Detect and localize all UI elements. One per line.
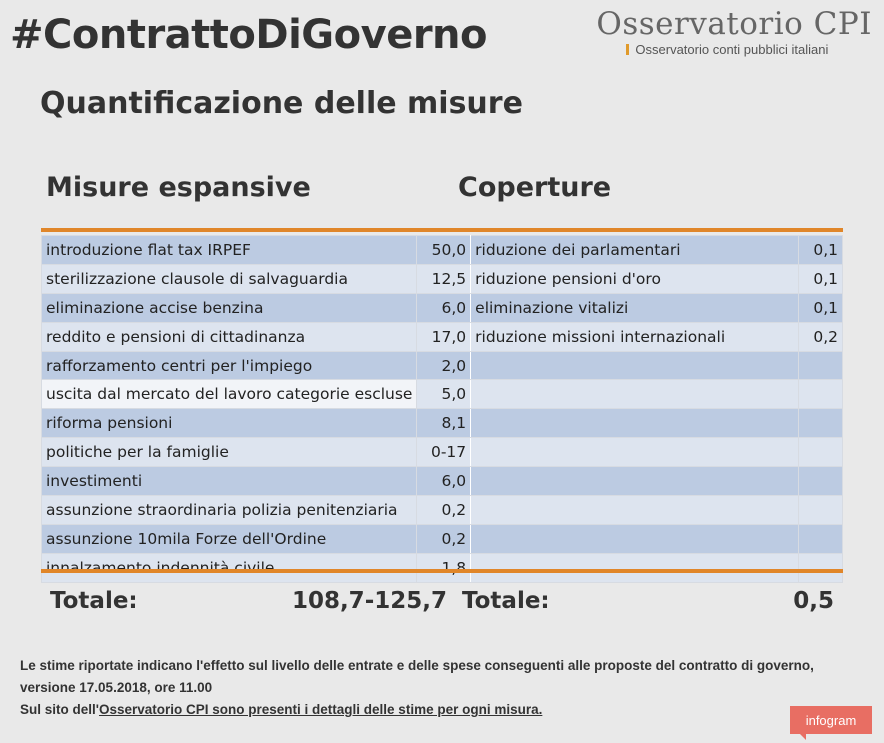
coverage-label — [470, 466, 799, 497]
measure-label: sterilizzazione clausole di salvaguardia — [40, 263, 418, 294]
page-subtitle: Quantificazione delle misure — [40, 86, 523, 121]
footnote: Le stime riportate indicano l'effetto su… — [20, 655, 870, 721]
coverage-label — [470, 379, 799, 410]
coverage-value — [797, 552, 844, 583]
total-expansive-value: 108,7-125,7 — [291, 588, 447, 614]
coverage-label: riduzione pensioni d'oro — [470, 263, 799, 294]
brand-subtitle: Osservatorio conti pubblici italiani — [626, 42, 872, 57]
bottom-rule — [41, 569, 843, 573]
measure-label: assunzione 10mila Forze dell'Ordine — [40, 523, 418, 554]
table-row: politiche per la famiglie 0-17 — [40, 437, 844, 468]
coverage-value — [797, 350, 844, 381]
measure-value: 12,5 — [416, 263, 472, 294]
coverage-value — [797, 466, 844, 497]
coverage-label — [470, 350, 799, 381]
page-hashtag-title: #ContrattoDiGoverno — [10, 12, 488, 58]
brand-accent-bar — [626, 44, 630, 55]
coverage-label: eliminazione vitalizi — [470, 292, 799, 323]
coverage-label — [470, 523, 799, 554]
measure-value: 0,2 — [416, 523, 472, 554]
measure-label: innalzamento indennità civile — [40, 552, 418, 583]
coverage-value: 0,1 — [797, 292, 844, 323]
measure-value: 6,0 — [416, 466, 472, 497]
measure-label: introduzione flat tax IRPEF — [40, 235, 418, 265]
coverage-value — [797, 437, 844, 468]
section-title-coverage: Coperture — [458, 172, 612, 203]
measure-label: rafforzamento centri per l'impiego — [40, 350, 418, 381]
footnote-prefix: Sul sito dell' — [20, 702, 99, 717]
infogram-badge[interactable]: infogram — [790, 706, 872, 740]
coverage-value — [797, 408, 844, 439]
table-row: innalzamento indennità civile 1,8 — [40, 552, 844, 583]
coverage-label: riduzione dei parlamentari — [470, 235, 799, 265]
coverage-label — [470, 552, 799, 583]
measure-value: 2,0 — [416, 350, 472, 381]
measure-label: investimenti — [40, 466, 418, 497]
table-row: eliminazione accise benzina 6,0 eliminazio… — [40, 292, 844, 323]
measure-label: reddito e pensioni di cittadinanza — [40, 321, 418, 352]
observatory-link[interactable]: Osservatorio CPI sono presenti i dettagl… — [98, 702, 543, 717]
footnote-line-1: Le stime riportate indicano l'effetto su… — [20, 658, 814, 695]
coverage-value: 0,1 — [797, 263, 844, 294]
coverage-label — [470, 495, 799, 525]
table-row: assunzione 10mila Forze dell'Ordine 0,2 — [40, 523, 844, 554]
measure-label: eliminazione accise benzina — [40, 292, 418, 323]
table-row: investimenti 6,0 — [40, 466, 844, 497]
footnote-line-2: Sul sito dell'Osservatorio CPI sono pres… — [20, 699, 870, 721]
brand-subtitle-text: Osservatorio conti pubblici italiani — [635, 42, 829, 57]
total-coverage-value: 0,5 — [793, 588, 834, 614]
total-coverage-label: Totale: — [462, 588, 550, 614]
coverage-value — [797, 523, 844, 554]
brand-name: Osservatorio CPI — [596, 6, 872, 42]
measure-value: 0-17 — [416, 437, 472, 468]
table-row: introduzione flat tax IRPEF 50,0 riduzione… — [40, 235, 844, 265]
coverage-value: 0,1 — [797, 235, 844, 265]
coverage-value — [797, 379, 844, 410]
measure-label: uscita dal mercato del lavoro categorie … — [40, 379, 418, 410]
measure-value: 5,0 — [416, 379, 472, 410]
coverage-label — [470, 437, 799, 468]
table-row: assunzione straordinaria polizia peniten… — [40, 495, 844, 525]
measure-label: riforma pensioni — [40, 408, 418, 439]
measure-label: politiche per la famiglie — [40, 437, 418, 468]
coverage-value: 0,2 — [797, 321, 844, 352]
table-row: uscita dal mercato del lavoro categorie … — [40, 379, 844, 410]
measure-value: 17,0 — [416, 321, 472, 352]
coverage-label: riduzione missioni internazionali — [470, 321, 799, 352]
table-row: riforma pensioni 8,1 — [40, 408, 844, 439]
measure-value: 50,0 — [416, 235, 472, 265]
top-rule — [41, 228, 843, 232]
brand-logo: Osservatorio CPI Osservatorio conti pubb… — [596, 6, 872, 57]
measure-value: 6,0 — [416, 292, 472, 323]
measure-value: 1,8 — [416, 552, 472, 583]
table-row: sterilizzazione clausole di salvaguardia… — [40, 263, 844, 294]
measure-label: assunzione straordinaria polizia peniten… — [40, 495, 418, 525]
measure-value: 0,2 — [416, 495, 472, 525]
total-expansive-label: Totale: — [50, 588, 138, 614]
table-row: rafforzamento centri per l'impiego 2,0 — [40, 350, 844, 381]
coverage-value — [797, 495, 844, 525]
table-row: reddito e pensioni di cittadinanza 17,0 ri… — [40, 321, 844, 352]
section-title-expansive: Misure espansive — [46, 172, 311, 203]
measure-value: 8,1 — [416, 408, 472, 439]
measures-table: introduzione flat tax IRPEF 50,0 riduzione… — [40, 235, 844, 583]
coverage-label — [470, 408, 799, 439]
